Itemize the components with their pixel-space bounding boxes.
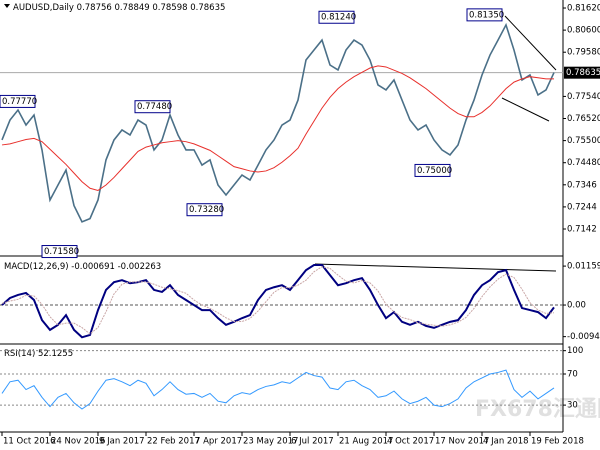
price-annotation: 0.77480 [137,102,172,112]
y-tick-label: 0.7142 [567,225,597,235]
price-annotation: 0.77770 [2,97,37,107]
y-tick-label: 0.81620 [567,4,600,14]
x-tick-label: 4 Oct 2017 [387,437,434,447]
price-annotation-box [0,94,36,108]
macd-label: MACD(12,26,9) -0.000691 -0.002263 [4,262,161,272]
price-annotation: 0.81240 [321,13,356,23]
low: 0.78598 [152,3,187,13]
price-annotation: 0.73280 [189,205,224,215]
y-tick-label: 0.7346 [567,180,597,190]
series-line [1,65,554,191]
rsi-last: 52.1255 [38,349,73,359]
price-annotation: 0.71580 [44,247,79,257]
series-line [1,369,555,410]
y-tick-label: 100 [567,346,583,356]
y-tick-label: 0.77540 [567,92,600,102]
y-tick-label: 30 [567,401,578,411]
x-tick-label: 11 Oct 2016 [3,437,56,447]
x-tick-label: 7 Apr 2017 [195,437,242,447]
rsi-title: RSI(14) [4,349,35,359]
series-line [1,264,555,339]
y-tick-label: 0.74480 [567,158,600,168]
x-tick-label: 19 Feb 2018 [531,437,584,447]
current-price-box [564,66,600,79]
close: 0.78635 [190,3,225,13]
macd-title: MACD(12,26,9) [4,262,69,272]
y-tick-label: 0.76520 [567,114,600,124]
y-tick-label: 0.7244 [567,202,597,212]
x-tick-label: 17 Nov 2017 [435,437,489,447]
y-tick-label: 0.75500 [567,136,600,146]
series-line [1,22,555,223]
y-tick-label: 0.01159 [567,262,600,272]
y-tick-label: 0.79580 [567,48,600,58]
trend-line [314,263,557,272]
x-tick-label: 4 Jan 2018 [483,437,529,447]
high: 0.78849 [115,3,150,13]
price-annotation-box [318,10,355,24]
symbol: AUDUSD,Daily [13,3,74,13]
price-annotation-box [186,203,223,217]
y-tick-label: -0.009406 [567,332,600,342]
trend-line [504,15,557,71]
menu-triangle [4,4,10,8]
price-annotation-box [41,245,78,259]
x-tick-label: 24 Nov 2016 [51,437,105,447]
frame [0,0,564,433]
y-tick-label: 0.00 [567,301,586,311]
price-annotation: 0.75000 [417,166,452,176]
y-tick-label: 70 [567,370,578,380]
x-tick-label: 6 Jul 2017 [291,437,334,447]
x-tick-label: 21 Aug 2017 [339,437,393,447]
price-annotation: 0.81350 [469,10,504,20]
macd-last: -0.000691 [71,262,115,272]
rsi-label: RSI(14) 52.1255 [4,349,73,359]
open: 0.78756 [77,3,112,13]
current-price-label: 0.78635 [566,68,600,78]
trend-line [501,97,550,122]
watermark: FX678汇通网 [475,397,600,422]
x-tick-label: 9 Jan 2017 [99,437,145,447]
x-tick-label: 23 May 2017 [243,437,298,447]
x-tick-label: 22 Feb 2017 [147,437,200,447]
price-annotation-box [134,100,171,114]
y-tick-label: 0.80600 [567,26,600,36]
price-annotation-box [414,163,451,177]
header: AUDUSD,Daily 0.78756 0.78849 0.78598 0.7… [13,3,225,13]
signal-last: -0.002263 [118,262,162,272]
series-line [1,266,555,335]
price-annotation-box [466,8,503,22]
